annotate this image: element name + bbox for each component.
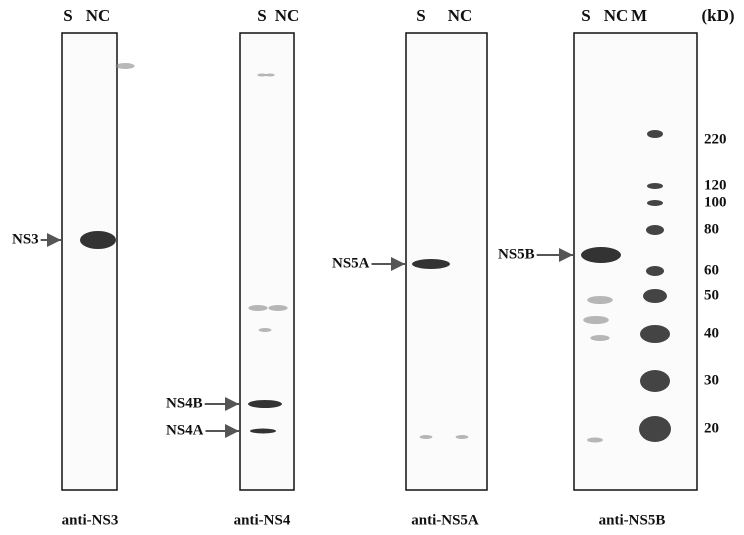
lane-label: NC — [275, 6, 300, 25]
smudge — [590, 335, 609, 341]
lane-label: S — [63, 6, 72, 25]
band — [581, 247, 621, 263]
marker-size: 220 — [704, 131, 727, 147]
lane-label: S — [581, 6, 590, 25]
marker-size: 100 — [704, 194, 727, 210]
marker-band — [647, 130, 663, 138]
smudge — [115, 63, 134, 69]
antibody-label: anti-NS5A — [411, 512, 479, 528]
marker-size: 60 — [704, 262, 719, 278]
antibody-label: anti-NS3 — [62, 512, 119, 528]
marker-band — [639, 416, 671, 442]
smudge — [587, 438, 603, 443]
antibody-label: anti-NS4 — [234, 512, 291, 528]
marker-band — [640, 325, 670, 343]
antibody-label: anti-NS5B — [599, 512, 666, 528]
lane-label: NC — [604, 6, 629, 25]
lane-label: M — [631, 6, 647, 25]
lane-label: NC — [448, 6, 473, 25]
marker-size: 50 — [704, 287, 719, 303]
marker-band — [643, 289, 667, 303]
band-label: NS3 — [12, 231, 39, 247]
band — [248, 400, 282, 408]
smudge — [456, 435, 469, 439]
band — [250, 429, 276, 434]
marker-size: 40 — [704, 325, 719, 341]
band-label: NS4B — [166, 395, 203, 411]
band-label: NS5B — [498, 246, 535, 262]
marker-size: 120 — [704, 177, 727, 193]
lane-label: NC — [86, 6, 111, 25]
blot-panel — [240, 33, 294, 490]
blot-panel — [62, 33, 117, 490]
smudge — [265, 74, 275, 77]
marker-size: 30 — [704, 372, 719, 388]
marker-band — [647, 200, 663, 206]
marker-size: 80 — [704, 221, 719, 237]
smudge — [420, 435, 433, 439]
smudge — [587, 296, 613, 304]
lane-label: S — [416, 6, 425, 25]
band-label: NS5A — [332, 255, 370, 271]
marker-band — [647, 183, 663, 189]
band — [412, 259, 450, 269]
figure: S NC anti-NS3 NS3 S NC anti-NS4 NS4B NS4A S NC anti… — [0, 0, 744, 535]
band — [80, 231, 116, 249]
band-label: NS4A — [166, 422, 204, 438]
marker-band — [646, 266, 664, 276]
lane-label: S — [257, 6, 266, 25]
smudge — [583, 316, 609, 324]
marker-size: 20 — [704, 420, 719, 436]
smudge — [248, 305, 267, 311]
unit-label: (kD) — [701, 6, 734, 25]
marker-band — [640, 370, 670, 392]
smudge — [268, 305, 287, 311]
marker-band — [646, 225, 664, 235]
smudge — [259, 328, 272, 332]
